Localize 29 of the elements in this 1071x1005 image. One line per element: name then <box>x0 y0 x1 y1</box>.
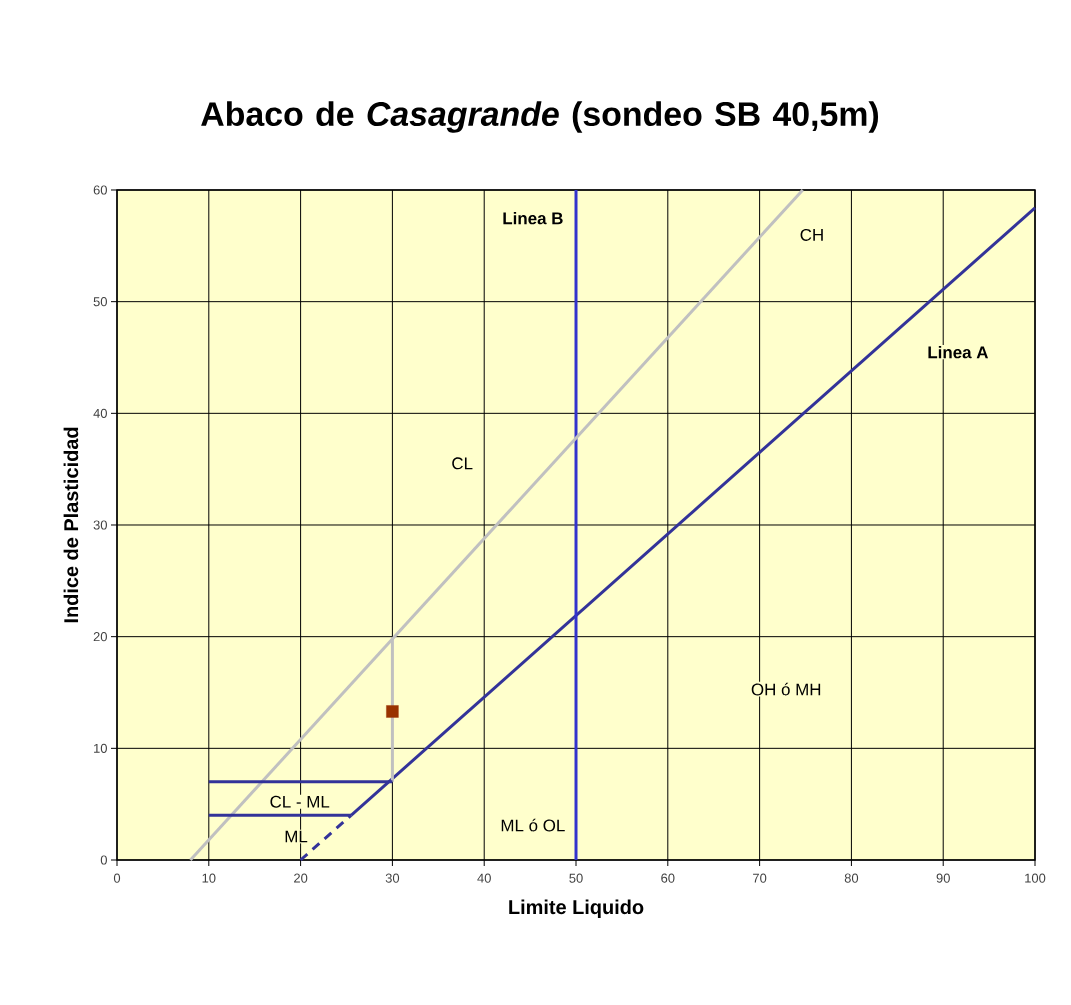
y-tick-label: 30 <box>93 520 107 530</box>
y-tick-label: 0 <box>100 855 107 865</box>
x-tick-label: 90 <box>936 873 950 883</box>
x-tick-label: 30 <box>385 873 400 883</box>
y-tick-label: 40 <box>93 408 107 418</box>
annotation: CH <box>800 228 823 241</box>
x-tick-label: 100 <box>1025 873 1046 883</box>
y-tick-label: 20 <box>93 632 107 642</box>
x-tick-label: 40 <box>477 873 491 883</box>
annotation: ML ó OL <box>501 818 565 832</box>
x-tick-label: 80 <box>844 873 859 883</box>
annotation: Linea B <box>503 211 563 225</box>
x-tick-label: 70 <box>753 873 767 883</box>
annotation: CL <box>452 457 473 470</box>
x-tick-label: 20 <box>294 873 308 883</box>
annotation: ML <box>285 830 308 843</box>
y-tick-label: 50 <box>93 297 107 307</box>
y-axis-title: Indice de Plasticidad <box>63 427 79 623</box>
annotation: CL - ML <box>270 795 330 808</box>
x-axis-title: Limite Liquido <box>509 899 644 919</box>
chart-title: Abaco de Casagrande (sondeo SB 40,5m) <box>201 101 879 133</box>
x-tick-label: 50 <box>569 873 583 883</box>
annotation: OH ó MH <box>751 682 821 696</box>
x-tick-label: 0 <box>113 873 121 883</box>
x-tick-label: 10 <box>202 873 216 883</box>
x-tick-label: 60 <box>661 873 675 883</box>
y-tick-label: 60 <box>93 185 107 195</box>
annotation: Linea A <box>928 345 989 359</box>
y-tick-label: 10 <box>94 743 107 753</box>
